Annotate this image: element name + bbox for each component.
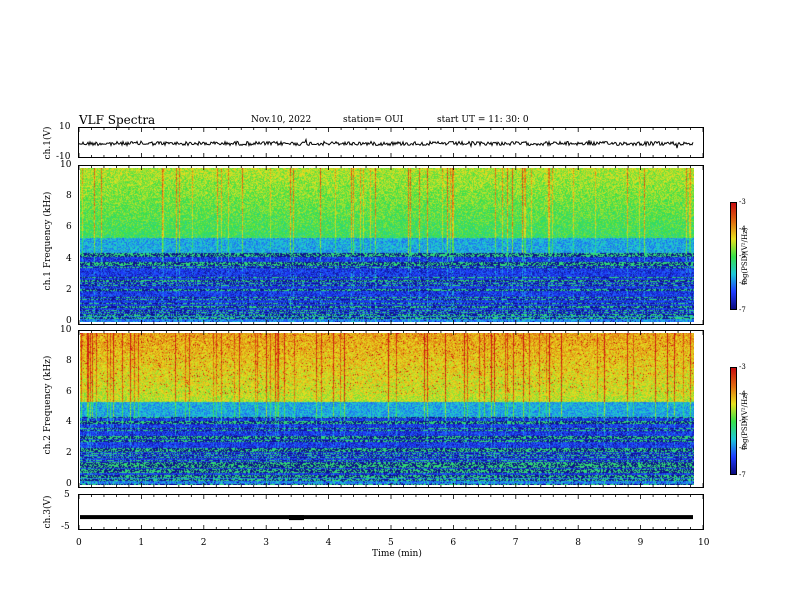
frequency-tick-label: 4 xyxy=(66,253,72,264)
frequency-tick-label: 2 xyxy=(66,448,72,459)
ch2-colorbar-label: log(PSD)(V²/Hz) xyxy=(741,392,749,450)
ch2-spectrogram-ylabel: ch.2 Frequency (kHz) xyxy=(43,355,53,455)
ch1-spectrogram-heatmap xyxy=(80,168,694,322)
chart-title: VLF Spectra xyxy=(79,113,156,127)
x-tick-label: 0 xyxy=(76,538,82,548)
ch3-panel xyxy=(78,494,704,530)
frequency-tick-label: 0 xyxy=(66,316,72,326)
colorbar-tick-label: -7 xyxy=(739,306,746,314)
ch3-level-line xyxy=(80,515,693,520)
ch1-spectrogram-panel xyxy=(78,165,704,325)
frequency-tick-label: 0 xyxy=(66,479,72,489)
ch2-colorbar xyxy=(730,367,737,475)
x-tick-label: 7 xyxy=(512,538,519,548)
ch3-ylabel: ch.3(V) xyxy=(43,495,53,529)
ch1-ytick-top: 10 xyxy=(59,122,71,132)
ch1-waveform-panel xyxy=(78,127,704,158)
colorbar-tick-label: -5 xyxy=(739,252,746,260)
ch1-colorbar-label: log(PSD)(V²/Hz) xyxy=(741,227,749,285)
colorbar-tick-label: -4 xyxy=(739,225,746,233)
colorbar-tick-label: -3 xyxy=(739,198,746,206)
frequency-tick-label: 10 xyxy=(60,325,72,335)
ch2-spectrogram-panel xyxy=(78,330,704,488)
station-label: station= OUI xyxy=(343,115,404,125)
ch3-ytick-top: 5 xyxy=(64,490,70,500)
ch3-level-dip xyxy=(289,515,304,521)
x-tick-label: 10 xyxy=(698,538,710,548)
frequency-tick-label: 6 xyxy=(66,386,72,397)
colorbar-tick-label: -7 xyxy=(739,471,746,479)
ch2-spectrogram-heatmap xyxy=(80,333,694,485)
start-time-label: start UT = 11: 30: 0 xyxy=(437,115,529,125)
frequency-tick-label: 4 xyxy=(66,417,72,428)
x-tick-label: 8 xyxy=(575,538,581,548)
colorbar-tick-label: -6 xyxy=(739,279,746,287)
ch1-waveform-plot xyxy=(79,137,694,149)
ch1-waveform-line xyxy=(79,137,694,149)
colorbar-tick-label: -5 xyxy=(739,417,746,425)
x-tick-label: 1 xyxy=(138,538,145,548)
x-tick-label: 6 xyxy=(450,538,457,548)
x-tick-label: 9 xyxy=(637,538,644,548)
frequency-tick-label: 8 xyxy=(66,191,72,202)
ch1-colorbar xyxy=(730,202,737,310)
x-tick-label: 2 xyxy=(200,538,207,548)
ch1-ytick-bottom: -10 xyxy=(56,152,71,162)
ch3-ytick-bottom: -5 xyxy=(61,522,70,532)
frequency-tick-label: 8 xyxy=(66,355,72,366)
frequency-tick-label: 6 xyxy=(66,222,72,233)
ch3-plot xyxy=(80,515,693,521)
date-label: Nov.10, 2022 xyxy=(251,115,312,125)
frequency-tick-label: 10 xyxy=(60,160,72,170)
colorbar-tick-label: -6 xyxy=(739,444,746,452)
x-tick-label: 5 xyxy=(388,538,394,548)
x-tick-label: 4 xyxy=(325,538,332,548)
frequency-tick-label: 2 xyxy=(66,284,72,295)
x-axis-label: Time (min) xyxy=(372,549,422,559)
colorbar-tick-label: -4 xyxy=(739,390,746,398)
ch1-spectrogram-ylabel: ch.1 Frequency (kHz) xyxy=(43,191,53,291)
colorbar-tick-label: -3 xyxy=(739,363,746,371)
x-tick-label: 3 xyxy=(263,538,269,548)
ch1-waveform-ylabel: ch.1(V) xyxy=(43,126,53,160)
